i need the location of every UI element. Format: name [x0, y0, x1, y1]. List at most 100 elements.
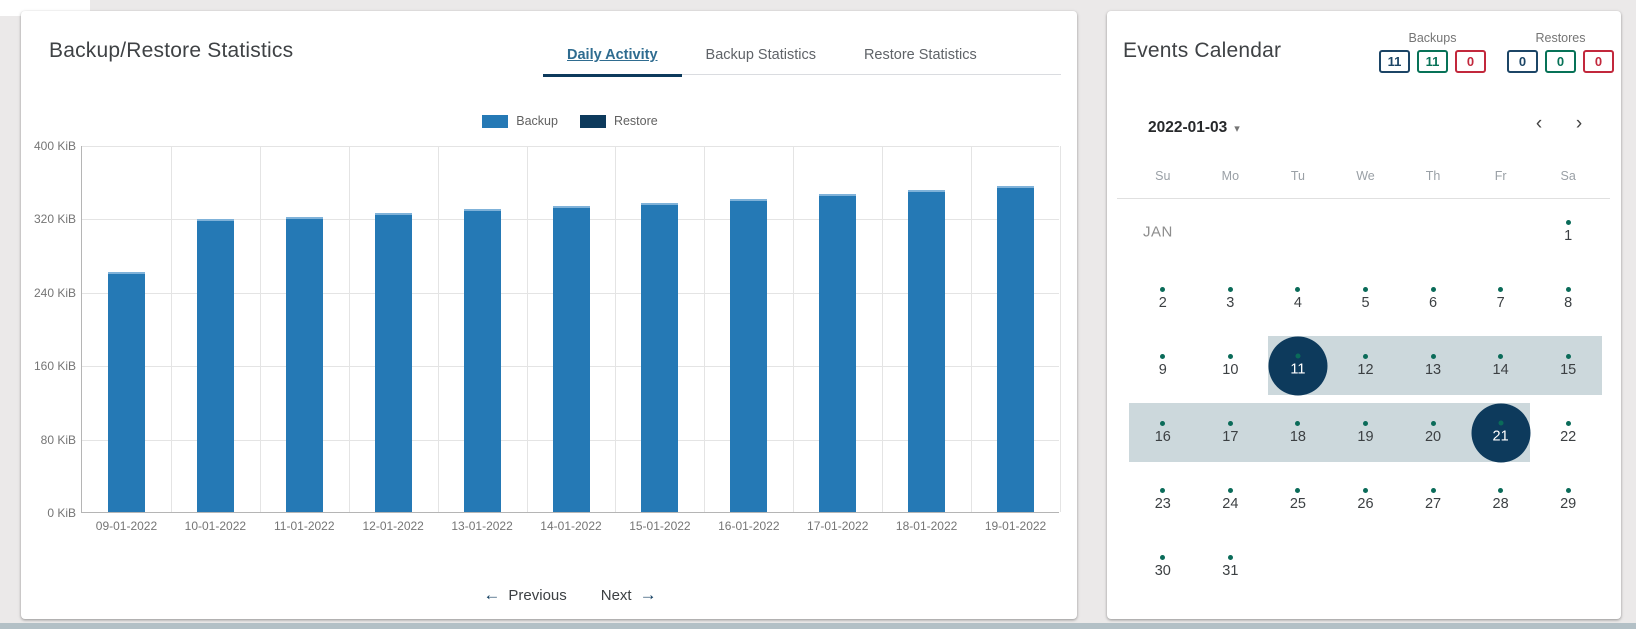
- calendar-day-5[interactable]: 5: [1332, 265, 1400, 332]
- gridline: [170, 146, 172, 512]
- events-calendar-panel: Events Calendar Backups 11 11 0 Restores 0…: [1107, 11, 1621, 619]
- bar-10-01-2022[interactable]: [196, 219, 234, 512]
- weekday-header-sa: Sa: [1560, 169, 1576, 183]
- calendar-day-1[interactable]: 1: [1534, 198, 1602, 265]
- y-axis-tick-label: 400 KiB: [33, 139, 76, 153]
- event-dot: [1227, 487, 1233, 493]
- calendar-day-25[interactable]: 25: [1264, 466, 1332, 533]
- weekday-header-su: Su: [1155, 169, 1171, 183]
- bar-18-01-2022[interactable]: [908, 189, 946, 512]
- gridline: [437, 146, 439, 512]
- y-axis-tick-label: 320 KiB: [33, 212, 76, 227]
- x-axis-tick-label: 15-01-2022: [629, 519, 691, 533]
- calendar-day-22[interactable]: 22: [1534, 399, 1602, 466]
- calendar-week-row: 30 31: [1129, 533, 1602, 600]
- event-dot: [1295, 487, 1301, 493]
- calendar-day-24[interactable]: 24: [1197, 466, 1265, 533]
- bar-13-01-2022[interactable]: [463, 209, 501, 512]
- event-dot: [1498, 487, 1504, 493]
- event-dot: [1227, 420, 1233, 426]
- calendar-day-11[interactable]: 11: [1264, 332, 1332, 399]
- calendar-day-7[interactable]: 7: [1467, 265, 1535, 332]
- gridline: [1060, 146, 1061, 512]
- day-number: 17: [1222, 428, 1239, 445]
- calendar-prev-button[interactable]: ‹: [1535, 113, 1543, 134]
- calendar-day-28[interactable]: 28: [1467, 466, 1535, 533]
- calendar-day-13[interactable]: 13: [1399, 332, 1467, 399]
- calendar-day-29[interactable]: 29: [1534, 466, 1602, 533]
- calendar-day-23[interactable]: 23: [1129, 466, 1197, 533]
- calendar-day-26[interactable]: 26: [1332, 466, 1400, 533]
- stats-panel-title: Backup/Restore Statistics: [49, 39, 294, 62]
- calendar-day-19[interactable]: 19: [1332, 399, 1400, 466]
- calendar-week-row: 16 17 18 19 20 21 22: [1129, 399, 1602, 466]
- previous-button[interactable]: ← Previous: [483, 585, 566, 605]
- calendar-day-20[interactable]: 20: [1399, 399, 1467, 466]
- bar-11-01-2022[interactable]: [285, 216, 323, 512]
- event-dot: [1227, 286, 1233, 292]
- restores-count-navy: 0: [1507, 50, 1538, 73]
- calendar-day-2[interactable]: 2: [1129, 265, 1197, 332]
- event-dot: [1565, 420, 1571, 426]
- bar-14-01-2022[interactable]: [552, 206, 590, 512]
- calendar-day-15[interactable]: 15: [1534, 332, 1602, 399]
- calendar-day-6[interactable]: 6: [1399, 265, 1467, 332]
- calendar-day-18[interactable]: 18: [1264, 399, 1332, 466]
- x-axis-tick-label: 19-01-2022: [984, 519, 1047, 533]
- next-button[interactable]: Next →: [601, 585, 657, 605]
- calendar-day-30[interactable]: 30: [1129, 533, 1197, 600]
- calendar-day-17[interactable]: 17: [1197, 399, 1265, 466]
- event-dot: [1430, 420, 1436, 426]
- calendar-day-21[interactable]: 21: [1467, 399, 1535, 466]
- day-number: 28: [1492, 495, 1509, 512]
- calendar-day-27[interactable]: 27: [1399, 466, 1467, 533]
- bar-16-01-2022[interactable]: [730, 199, 768, 512]
- bar-19-01-2022[interactable]: [997, 186, 1035, 512]
- backups-label: Backups: [1408, 31, 1457, 45]
- day-number: 9: [1158, 361, 1167, 378]
- day-number: 16: [1154, 428, 1171, 445]
- event-dot: [1160, 286, 1166, 292]
- calendar-day-4[interactable]: 4: [1264, 265, 1332, 332]
- bar-09-01-2022[interactable]: [107, 271, 145, 512]
- x-axis-tick-label: 12-01-2022: [362, 519, 424, 533]
- calendar-grid: JAN 1 2 3 4 5 6 7 8 9 10 11 12 13 14 15 16 17 18 19 20 21 22 23…: [1129, 198, 1602, 600]
- backups-count-red: 0: [1455, 50, 1486, 73]
- calendar-week-row: JAN 1: [1129, 198, 1602, 265]
- gridline: [615, 146, 617, 512]
- calendar-day-9[interactable]: 9: [1129, 332, 1197, 399]
- tab-restore-statistics[interactable]: Restore Statistics: [840, 35, 1001, 75]
- day-number: 26: [1357, 495, 1374, 512]
- tab-backup-statistics[interactable]: Backup Statistics: [682, 35, 840, 75]
- calendar-next-button[interactable]: ›: [1575, 113, 1583, 134]
- x-axis-tick-label: 14-01-2022: [540, 519, 602, 533]
- calendar-day-14[interactable]: 14: [1467, 332, 1535, 399]
- calendar-day-12[interactable]: 12: [1332, 332, 1400, 399]
- day-number: 7: [1496, 294, 1505, 311]
- day-number: 11: [1290, 361, 1306, 378]
- day-number: 29: [1560, 495, 1577, 512]
- month-label-jan: JAN: [1143, 223, 1173, 240]
- legend-label: Backup: [516, 114, 558, 128]
- tab-daily-activity[interactable]: Daily Activity: [543, 35, 682, 77]
- calendar-week-row: 9 10 11 12 13 14 15: [1129, 332, 1602, 399]
- calendar-day-31[interactable]: 31: [1197, 533, 1265, 600]
- bar-17-01-2022[interactable]: [819, 193, 857, 512]
- tab-label: Backup Statistics: [705, 47, 816, 63]
- restores-label: Restores: [1535, 31, 1586, 45]
- day-number: 25: [1289, 495, 1306, 512]
- bar-12-01-2022[interactable]: [374, 212, 412, 512]
- calendar-day-16[interactable]: 16: [1129, 399, 1197, 466]
- event-dot: [1295, 286, 1301, 292]
- weekday-header-mo: Mo: [1221, 169, 1240, 183]
- bar-15-01-2022[interactable]: [641, 202, 679, 512]
- calendar-date-selector[interactable]: 2022-01-03 ▾: [1148, 119, 1240, 137]
- calendar-week-row: 2 3 4 5 6 7 8: [1129, 265, 1602, 332]
- calendar-day-3[interactable]: 3: [1197, 265, 1265, 332]
- chart-legend: Backup Restore: [81, 114, 1059, 128]
- calendar-day-8[interactable]: 8: [1534, 265, 1602, 332]
- day-number: 13: [1424, 361, 1442, 378]
- chevron-down-icon: ▾: [1234, 122, 1240, 135]
- calendar-day-10[interactable]: 10: [1197, 332, 1265, 399]
- previous-label: Previous: [508, 586, 567, 604]
